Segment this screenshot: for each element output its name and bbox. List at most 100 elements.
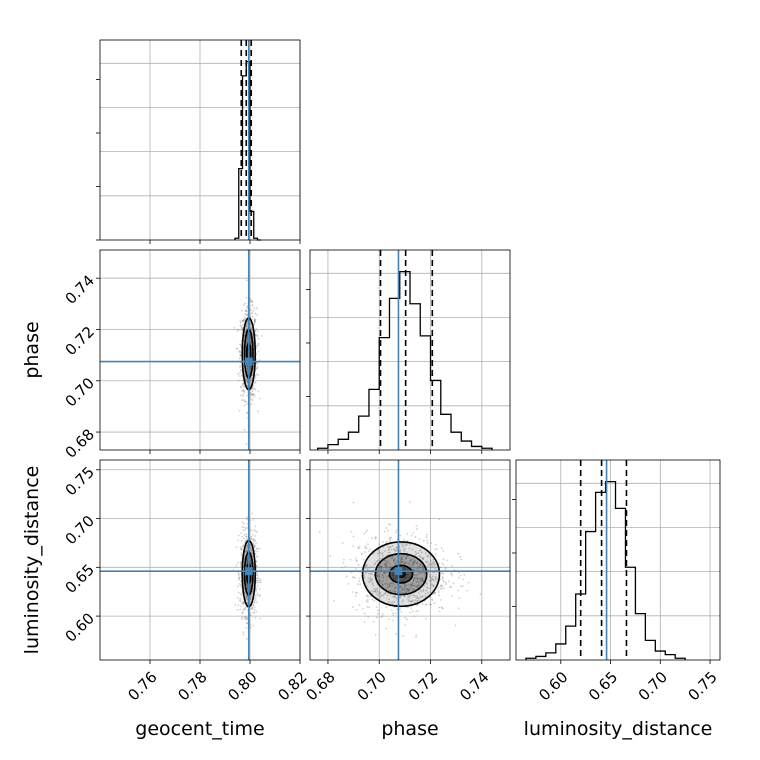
sample-point <box>383 583 386 585</box>
sample-point <box>421 577 424 580</box>
sample-point <box>250 563 253 566</box>
sample-point <box>429 576 432 579</box>
sample-point <box>438 606 440 609</box>
sample-point <box>250 312 252 315</box>
sample-point <box>398 561 401 564</box>
sample-point <box>459 555 462 558</box>
sample-point <box>243 429 246 431</box>
sample-point <box>418 584 421 587</box>
sample-point <box>249 584 252 587</box>
sample-point <box>422 539 425 542</box>
sample-point <box>382 579 384 582</box>
sample-point <box>425 560 428 563</box>
sample-point <box>342 558 345 561</box>
sample-point <box>249 365 252 368</box>
sample-point <box>393 596 396 599</box>
sample-point <box>245 616 248 619</box>
sample-point <box>255 547 258 550</box>
sample-point <box>253 323 256 326</box>
sample-point <box>384 592 387 595</box>
y-tick-label: 0.68 <box>62 425 98 461</box>
sample-point <box>252 538 255 541</box>
sample-point <box>440 587 442 590</box>
sample-point <box>401 592 404 594</box>
sample-point <box>445 567 448 569</box>
histogram-luminosity_distance <box>525 480 686 660</box>
sample-point <box>241 320 244 323</box>
sample-point <box>407 574 410 576</box>
sample-point <box>382 541 385 543</box>
sample-point <box>249 614 252 617</box>
sample-point <box>386 567 388 570</box>
sample-point <box>358 577 361 580</box>
sample-point <box>244 312 247 315</box>
sample-point <box>357 547 360 550</box>
sample-point <box>412 558 414 561</box>
sample-point <box>409 559 411 562</box>
sample-point <box>381 573 383 576</box>
sample-point <box>345 575 348 578</box>
sample-point <box>252 612 255 614</box>
sample-point <box>366 529 369 532</box>
sample-point <box>380 567 383 570</box>
sample-point <box>401 587 403 590</box>
sample-point <box>256 344 258 347</box>
sample-point <box>373 587 376 590</box>
sample-point <box>238 578 240 581</box>
sample-point <box>427 571 430 574</box>
sample-point <box>427 564 430 567</box>
sample-point <box>403 585 406 588</box>
sample-point <box>411 589 414 591</box>
contour-line <box>361 541 441 608</box>
sample-point <box>364 531 367 533</box>
sample-point <box>434 576 437 579</box>
sample-point <box>366 594 369 597</box>
sample-point <box>242 320 245 323</box>
sample-point <box>249 598 252 601</box>
sample-point <box>418 581 421 584</box>
sample-point <box>441 576 444 579</box>
sample-point <box>249 546 252 549</box>
sample-point <box>239 366 241 369</box>
sample-point <box>404 591 407 594</box>
sample-point <box>433 602 436 604</box>
sample-point <box>366 606 369 608</box>
sample-point <box>367 595 369 598</box>
sample-point <box>365 565 368 567</box>
sample-point <box>421 578 424 581</box>
sample-point <box>405 618 408 621</box>
sample-point <box>364 546 367 549</box>
sample-point <box>249 544 252 547</box>
sample-point <box>251 388 253 391</box>
sample-point <box>391 590 394 593</box>
sample-point <box>403 589 406 592</box>
sample-point <box>377 594 380 597</box>
sample-point <box>250 309 253 311</box>
sample-point <box>251 551 254 554</box>
sample-point <box>254 381 257 384</box>
sample-point <box>444 568 447 570</box>
sample-point <box>365 600 368 602</box>
sample-point <box>440 584 442 587</box>
sample-point <box>373 590 376 593</box>
sample-point <box>392 582 395 584</box>
sample-point <box>372 552 375 555</box>
sample-point <box>357 564 360 566</box>
sample-point <box>405 555 408 558</box>
sample-point <box>430 563 433 566</box>
sample-point <box>457 571 460 574</box>
sample-point <box>421 578 424 581</box>
sample-point <box>242 544 245 547</box>
sample-point <box>249 597 252 600</box>
sample-point <box>393 548 396 551</box>
sample-point <box>249 379 252 382</box>
sample-point <box>379 595 382 598</box>
sample-point <box>388 584 391 587</box>
sample-point <box>239 354 242 357</box>
sample-point <box>376 574 379 576</box>
sample-point <box>241 612 244 615</box>
sample-point <box>382 594 385 597</box>
sample-point <box>251 393 254 396</box>
sample-point <box>385 591 387 594</box>
sample-point <box>390 548 393 551</box>
